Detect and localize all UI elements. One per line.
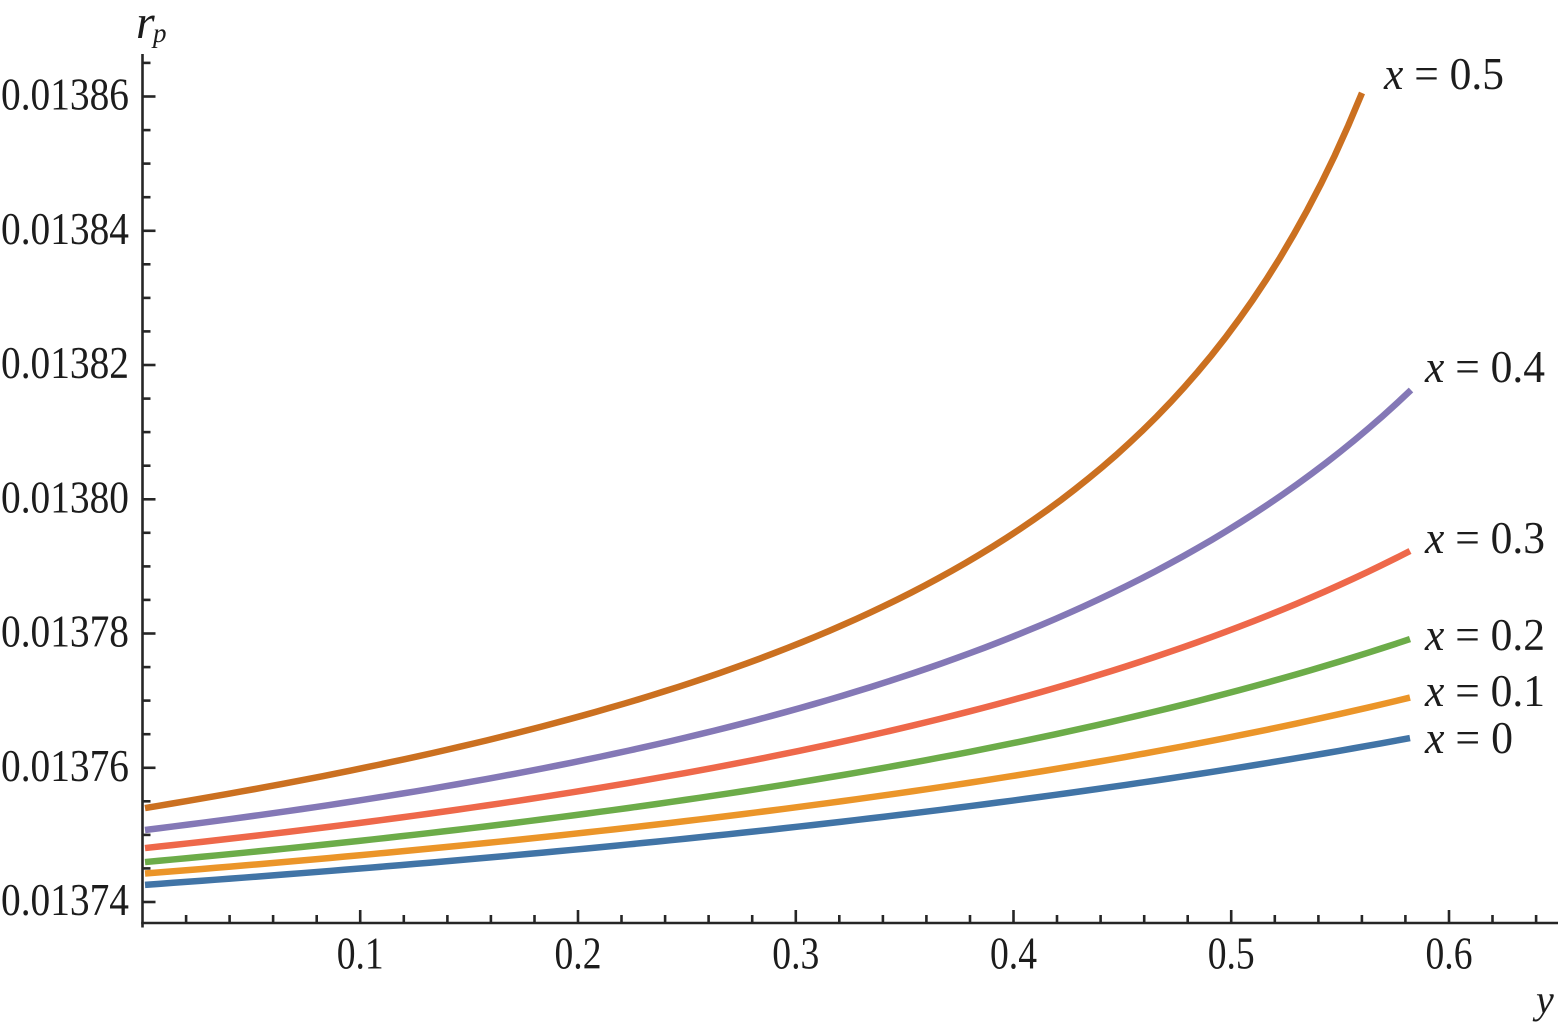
svg-text:0.01376: 0.01376 [1, 741, 129, 791]
svg-text:0.01386: 0.01386 [1, 70, 129, 120]
svg-text:r: r [136, 0, 155, 49]
svg-text:x = 0.4: x = 0.4 [1424, 342, 1545, 392]
svg-text:x = 0.3: x = 0.3 [1424, 513, 1545, 563]
svg-text:x = 0: x = 0 [1424, 713, 1513, 763]
svg-text:x = 0.2: x = 0.2 [1424, 610, 1545, 660]
svg-text:0.01378: 0.01378 [1, 607, 129, 657]
svg-text:x = 0.1: x = 0.1 [1424, 666, 1545, 716]
svg-text:0.01380: 0.01380 [1, 472, 129, 522]
svg-text:0.01382: 0.01382 [1, 338, 129, 388]
svg-text:0.2: 0.2 [555, 929, 602, 979]
svg-text:0.1: 0.1 [337, 929, 384, 979]
svg-text:0.6: 0.6 [1426, 929, 1473, 979]
svg-text:y: y [1532, 977, 1554, 1022]
svg-text:0.01384: 0.01384 [1, 204, 129, 254]
svg-text:0.5: 0.5 [1208, 929, 1255, 979]
svg-text:0.3: 0.3 [772, 929, 819, 979]
svg-text:0.4: 0.4 [990, 929, 1037, 979]
svg-text:x = 0.5: x = 0.5 [1383, 49, 1504, 99]
svg-text:0.01374: 0.01374 [1, 875, 129, 925]
svg-text:p: p [151, 18, 167, 48]
